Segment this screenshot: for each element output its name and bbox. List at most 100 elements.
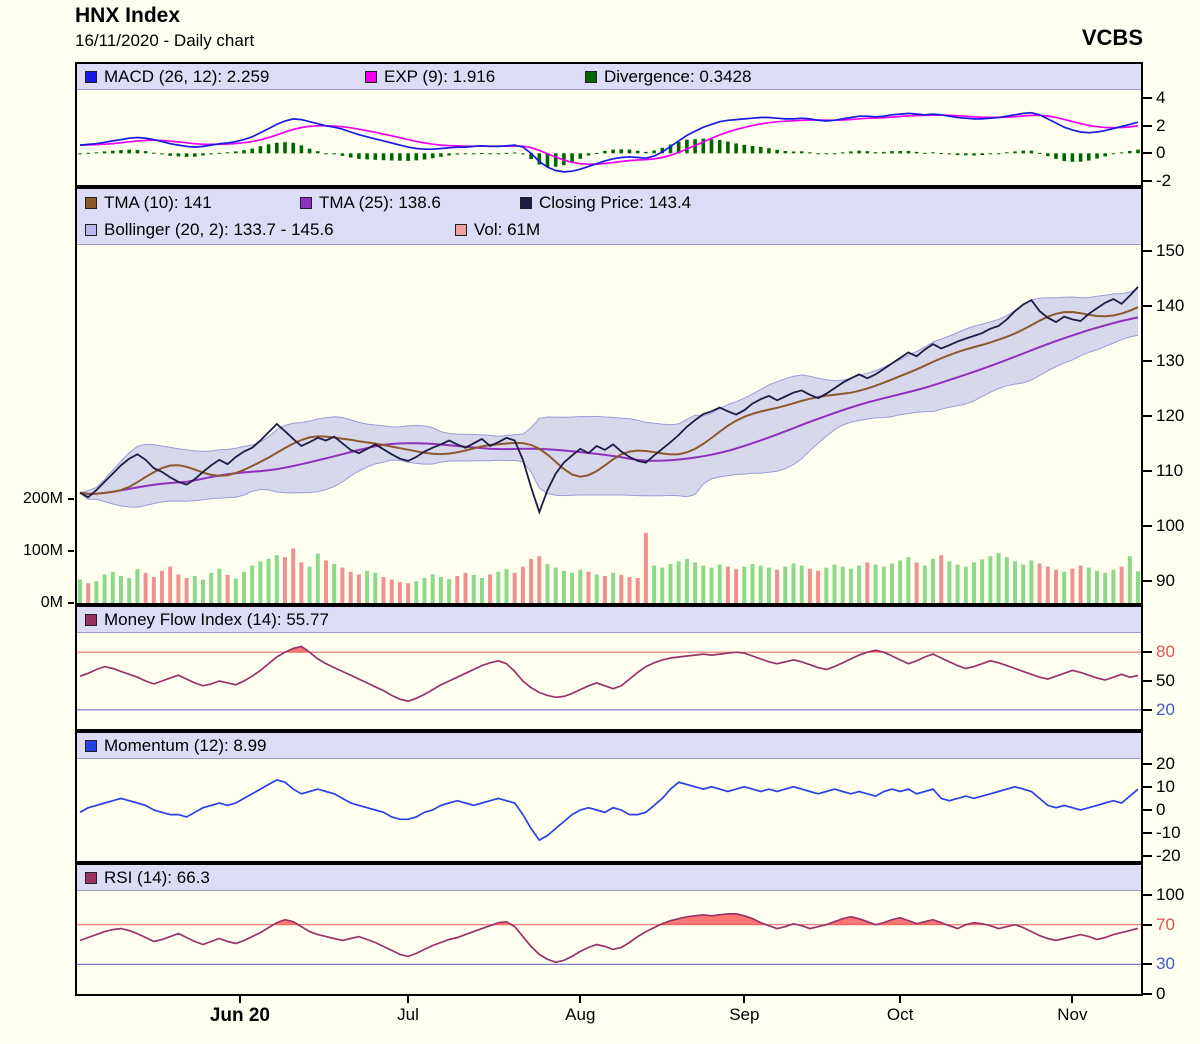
y-axis-tick-icon (1143, 993, 1152, 995)
volume-axis: 200M 100M 0M (0, 0, 75, 1010)
y-axis-tick-icon (1143, 249, 1152, 252)
page-title: HNX Index (75, 4, 181, 27)
y-axis-tick-label: 100 (1156, 884, 1185, 904)
right-axis: 4 2 0 -2 150 140 130 120 110 100 90 80 50 20 20 10 0 -10-… (1143, 0, 1200, 1010)
legend-item-mfi: Money Flow Index (14): 55.77 (85, 610, 329, 630)
mfi-panel: Money Flow Index (14): 55.77 (75, 605, 1143, 731)
rsi-plot (77, 912, 1141, 965)
mfi-swatch-icon (85, 613, 97, 626)
y-axis-tick-icon (1143, 304, 1152, 307)
y-axis-tick-label: 100 (1156, 515, 1185, 535)
y-axis-tick-label: -10 (1156, 823, 1181, 843)
y-axis-tick-icon (1143, 359, 1152, 362)
brand-logo: VCBS (1081, 25, 1143, 50)
x-axis-month-label: Aug (565, 1005, 596, 1024)
momentum-plot (79, 778, 1139, 842)
macd-panel: MACD (26, 12): 2.259 EXP (9): 1.916 Dive… (75, 62, 1143, 187)
macd-legend: MACD (26, 12): 2.259 EXP (9): 1.916 Dive… (77, 64, 1141, 90)
y-axis-tick-label: 80 (1156, 642, 1175, 662)
y-axis-tick-icon (1143, 855, 1152, 858)
mfi-plot (77, 645, 1141, 711)
closing-price-value-label: Closing Price: 143.4 (539, 192, 692, 212)
x-axis-tick-icon (407, 996, 410, 1003)
volume-tick-label: 0M (40, 594, 63, 611)
momentum-panel: Momentum (12): 8.99 (75, 731, 1143, 863)
y-axis-tick-icon (1143, 680, 1152, 682)
y-axis-tick-icon (1143, 579, 1152, 582)
y-axis-tick-icon (1143, 152, 1152, 155)
mfi-value-label: Money Flow Index (14): 55.77 (104, 609, 329, 629)
rsi-swatch-icon (85, 871, 97, 884)
y-axis-tick-label: 120 (1156, 405, 1185, 425)
tma25-value-label: TMA (25): 138.6 (319, 192, 441, 212)
legend-item-bollinger: Bollinger (20, 2): 133.7 - 145.6 (85, 220, 455, 240)
x-axis-tick-icon (899, 996, 902, 1003)
tma10-value-label: TMA (10): 141 (104, 192, 212, 212)
y-axis-tick-label: 4 (1156, 88, 1166, 108)
volume-tick-icon (68, 550, 74, 552)
macd-value-label: MACD (26, 12): 2.259 (104, 66, 270, 86)
volume-value-label: Vol: 61M (474, 220, 541, 240)
price-legend: TMA (10): 141 TMA (25): 138.6 Closing Pr… (77, 189, 1141, 245)
divergence-value-label: Divergence: 0.3428 (604, 66, 752, 86)
y-axis-tick-icon (1143, 832, 1152, 835)
legend-item-divergence: Divergence: 0.3428 (585, 67, 751, 87)
tma25-swatch-icon (300, 196, 312, 209)
volume-swatch-icon (455, 224, 467, 237)
legend-item-exp: EXP (9): 1.916 (365, 67, 585, 87)
y-axis-tick-icon (1143, 651, 1152, 654)
y-axis-tick-label: 150 (1156, 240, 1185, 260)
chart-date-label: 16/11/2020 - Daily chart (75, 31, 255, 50)
x-axis-month-label: Nov (1057, 1005, 1088, 1024)
y-axis-tick-icon (1143, 179, 1152, 182)
legend-item-closing-price: Closing Price: 143.4 (520, 193, 691, 213)
legend-item-macd: MACD (26, 12): 2.259 (85, 67, 365, 87)
legend-item-volume: Vol: 61M (455, 220, 540, 240)
mfi-legend: Money Flow Index (14): 55.77 (77, 607, 1141, 633)
price-legend-row-2: Bollinger (20, 2): 133.7 - 145.6 Vol: 61… (77, 217, 1141, 245)
y-axis-tick-icon (1143, 963, 1152, 966)
exp-value-label: EXP (9): 1.916 (384, 66, 496, 86)
rsi-legend: RSI (14): 66.3 (77, 865, 1141, 891)
exp-swatch-icon (365, 70, 377, 83)
rsi-panel: RSI (14): 66.3 (75, 863, 1143, 996)
y-axis-tick-label: 110 (1156, 460, 1184, 480)
momentum-swatch-icon (85, 739, 97, 752)
legend-item-momentum: Momentum (12): 8.99 (85, 736, 267, 756)
y-axis-tick-label: 10 (1156, 776, 1175, 796)
divergence-swatch-icon (585, 70, 597, 83)
x-axis-tick-icon (238, 996, 241, 1003)
x-axis-tick-icon (579, 996, 582, 1003)
macd-plot (78, 111, 1140, 173)
tma10-swatch-icon (85, 196, 97, 209)
volume-tick-label: 100M (22, 542, 63, 559)
y-axis-tick-icon (1143, 809, 1152, 811)
y-axis-tick-icon (1143, 414, 1152, 417)
y-axis-tick-icon (1143, 762, 1152, 765)
rsi-value-label: RSI (14): 66.3 (104, 867, 210, 887)
y-axis-tick-label: 30 (1156, 954, 1175, 974)
y-axis-tick-label: 70 (1156, 914, 1175, 934)
momentum-legend: Momentum (12): 8.99 (77, 733, 1141, 759)
x-axis-month-label: Jun 20 (209, 1005, 271, 1026)
y-axis-tick-label: 2 (1156, 115, 1166, 135)
x-axis-month-label: Oct (886, 1005, 914, 1024)
price-plot (78, 286, 1140, 603)
legend-item-tma10: TMA (10): 141 (85, 193, 300, 213)
legend-item-tma25: TMA (25): 138.6 (300, 193, 520, 213)
y-axis-tick-icon (1143, 124, 1152, 127)
y-axis-tick-icon (1143, 524, 1152, 527)
y-axis-tick-icon (1143, 97, 1152, 100)
volume-tick-icon (68, 498, 74, 500)
volume-tick-icon (68, 602, 74, 604)
y-axis-tick-label: 0 (1156, 143, 1166, 163)
price-legend-row-1: TMA (10): 141 TMA (25): 138.6 Closing Pr… (77, 189, 1141, 217)
y-axis-tick-icon (1143, 708, 1152, 711)
x-axis-month-label: Jul (397, 1005, 419, 1024)
y-axis-tick-label: 20 (1156, 753, 1175, 773)
price-panel: TMA (10): 141 TMA (25): 138.6 Closing Pr… (75, 187, 1143, 605)
bollinger-value-label: Bollinger (20, 2): 133.7 - 145.6 (104, 220, 334, 240)
y-axis-tick-label: 0 (1156, 984, 1166, 1003)
y-axis-tick-label: 140 (1156, 295, 1185, 315)
